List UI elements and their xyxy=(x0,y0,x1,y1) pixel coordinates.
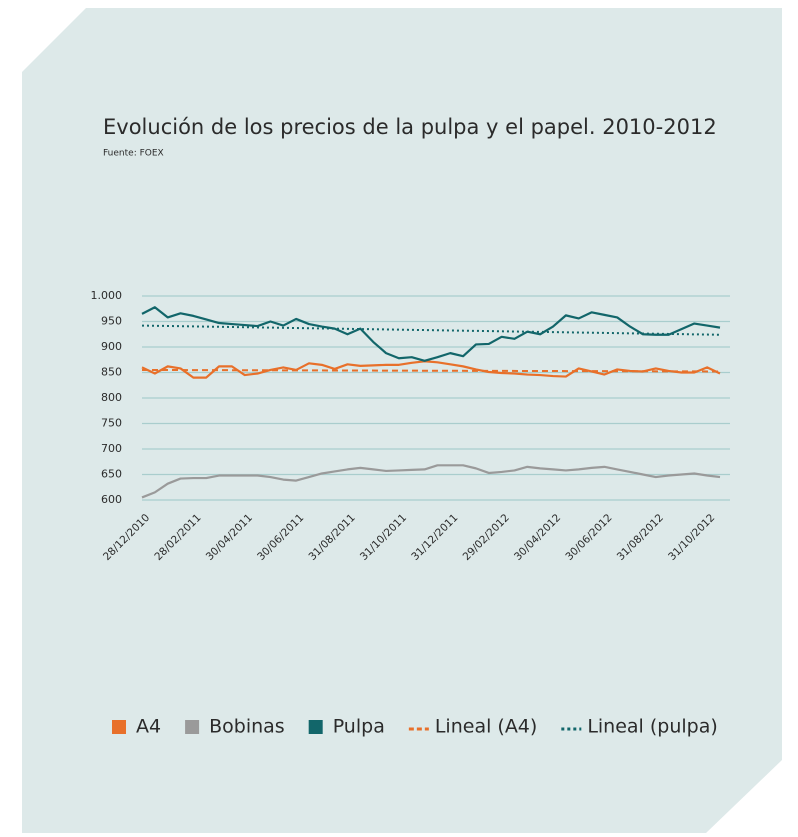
y-tick-label: 950 xyxy=(101,315,122,328)
legend-swatch xyxy=(112,720,126,734)
legend-label: Pulpa xyxy=(333,716,385,738)
series-line xyxy=(141,306,721,362)
y-tick-label: 700 xyxy=(101,442,122,455)
legend-label: Bobinas xyxy=(209,716,285,738)
legend-label: Lineal (A4) xyxy=(435,716,537,738)
legend-label: A4 xyxy=(136,716,161,738)
y-tick-label: 900 xyxy=(101,340,122,353)
legend-swatch xyxy=(185,720,200,734)
y-tick-label: 650 xyxy=(101,468,122,481)
chart-subtitle: Fuente: FOEX xyxy=(103,149,164,159)
legend-swatch xyxy=(308,720,323,734)
legend-label: Lineal (pulpa) xyxy=(587,716,717,738)
y-tick-label: 800 xyxy=(101,391,122,404)
panel xyxy=(22,8,782,833)
chart-title: Evolución de los precios de la pulpa y e… xyxy=(103,115,717,139)
y-tick-label: 850 xyxy=(101,366,122,379)
y-tick-label: 600 xyxy=(101,493,122,506)
y-tick-label: 1.000 xyxy=(91,289,123,302)
series-line xyxy=(141,360,721,379)
series-line xyxy=(141,464,721,499)
y-tick-label: 750 xyxy=(101,417,122,430)
trend-line xyxy=(141,324,721,336)
